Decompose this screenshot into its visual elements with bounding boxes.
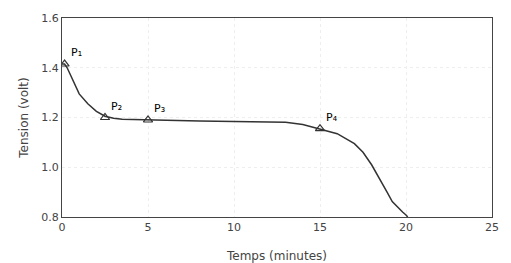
svg-text:0: 0 [59,221,66,234]
svg-text:Tension (volt): Tension (volt) [17,77,31,158]
svg-text:15: 15 [313,221,327,234]
svg-text:0.8: 0.8 [41,211,59,224]
svg-text:1.2: 1.2 [41,111,59,124]
svg-text:P₄: P₄ [326,111,338,124]
svg-text:1.4: 1.4 [41,62,59,75]
svg-text:10: 10 [227,221,241,234]
svg-text:20: 20 [399,221,413,234]
svg-text:P₂: P₂ [111,100,122,113]
svg-text:1.6: 1.6 [41,12,59,25]
svg-text:1.0: 1.0 [41,161,59,174]
svg-text:Temps (minutes): Temps (minutes) [226,249,327,263]
svg-text:P₁: P₁ [71,46,82,59]
svg-text:P₃: P₃ [154,102,165,115]
svg-text:5: 5 [145,221,152,234]
svg-text:25: 25 [485,221,499,234]
